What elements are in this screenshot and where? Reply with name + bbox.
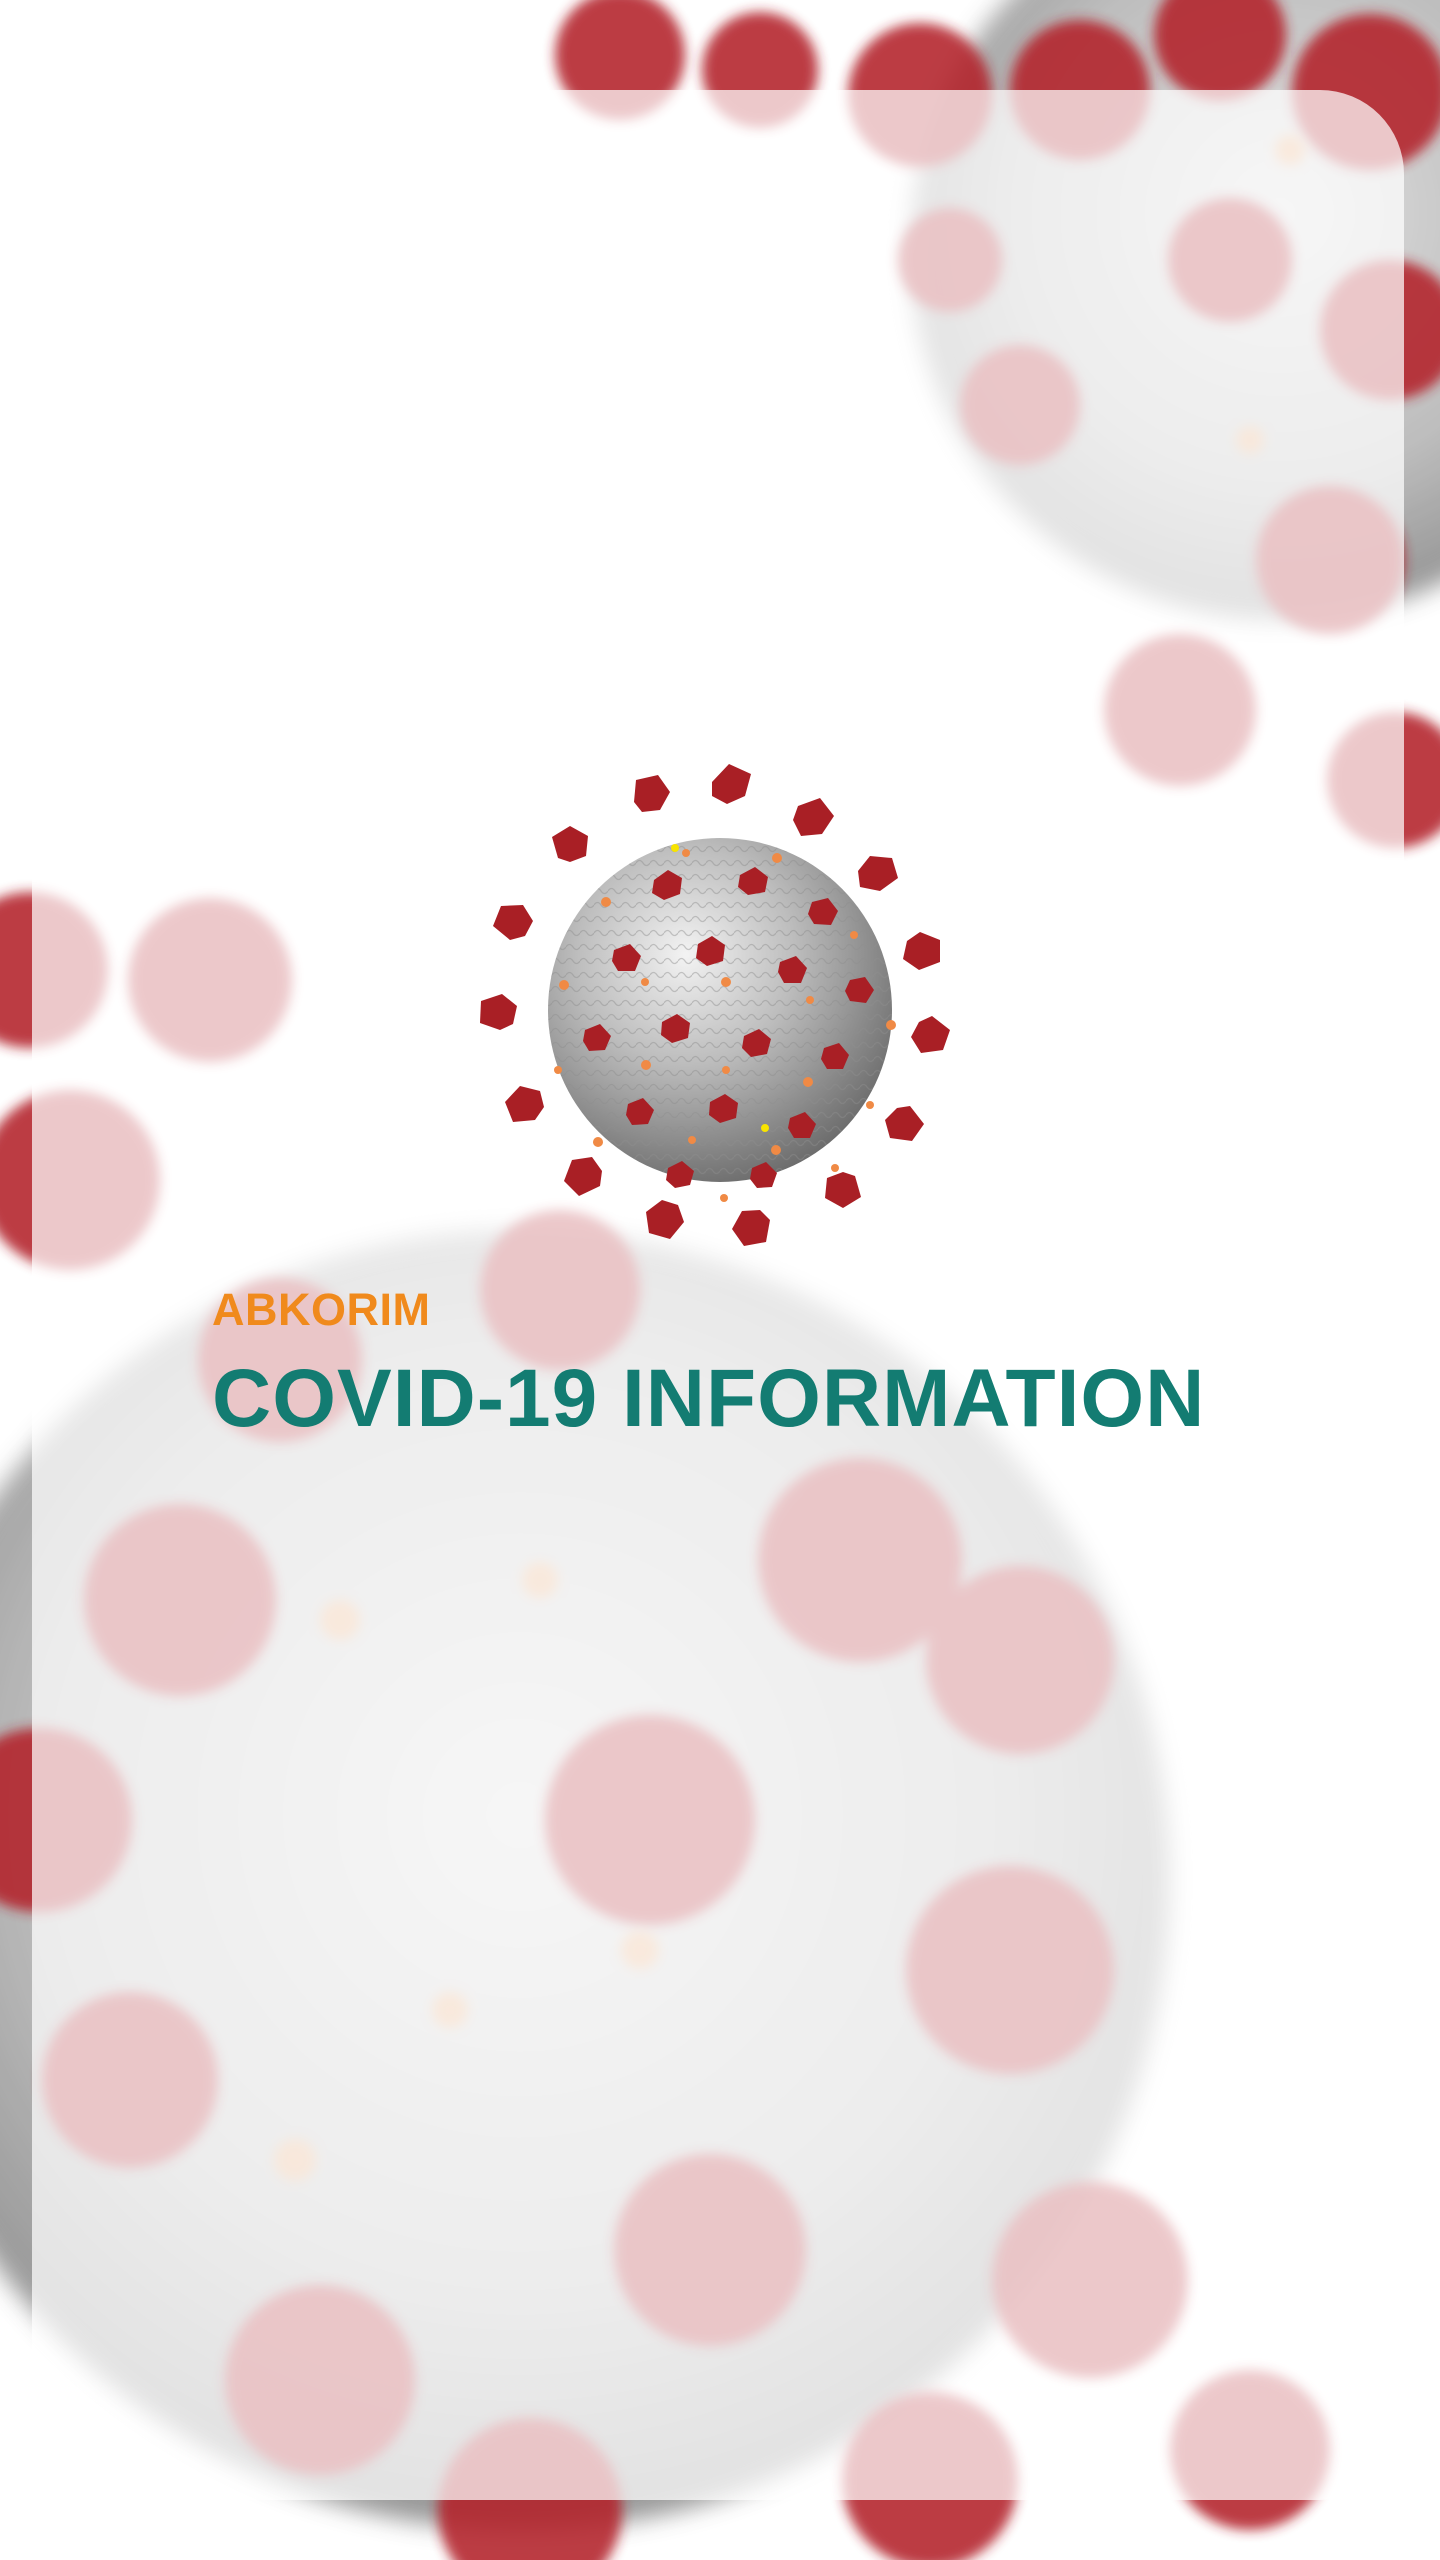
title-block: ABKORIM COVID-19 INFORMATION (212, 1282, 1332, 1448)
content-panel (32, 90, 1404, 2500)
page-title: COVID-19 INFORMATION (212, 1353, 1206, 1444)
brand-label: ABKORIM (212, 1284, 431, 1335)
coronavirus-icon (480, 764, 950, 1246)
